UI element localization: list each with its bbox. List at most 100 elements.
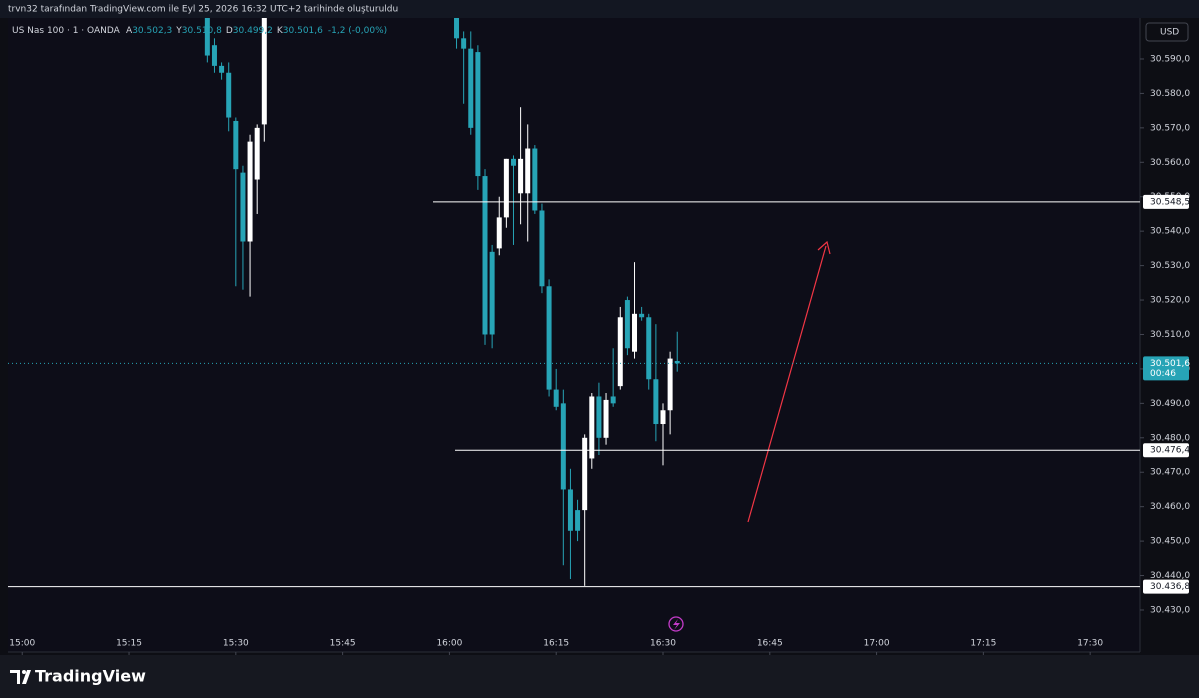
legend-value: 30.499,2: [233, 26, 273, 36]
y-tick-label: 30.590,0: [1150, 54, 1190, 64]
candle-body: [219, 65, 225, 73]
x-tick-label: 16:30: [650, 639, 676, 649]
y-tick-label: 30.530,0: [1150, 261, 1190, 271]
y-tick-label: 30.480,0: [1150, 433, 1190, 443]
last-price-label: 30.501,6: [1150, 359, 1190, 369]
candle-body: [567, 489, 573, 531]
legend-key: K: [277, 26, 284, 36]
candle-body: [518, 158, 524, 194]
candle-body: [674, 361, 680, 364]
candle-body: [510, 158, 516, 166]
candle-body: [525, 148, 531, 194]
x-tick-label: 15:15: [116, 639, 142, 649]
y-tick-label: 30.430,0: [1150, 605, 1190, 615]
candle-body: [624, 300, 630, 349]
y-tick-label: 30.440,0: [1150, 571, 1190, 581]
x-tick-label: 15:45: [330, 639, 356, 649]
candle-body: [546, 286, 552, 390]
candle-body: [233, 120, 239, 170]
header-text: trvn32 tarafından TradingView.com ile Ey…: [8, 5, 398, 15]
x-tick-label: 16:00: [436, 639, 462, 649]
candle-body: [603, 399, 609, 438]
candle-body: [596, 396, 602, 438]
candle-body: [660, 410, 666, 425]
event-icon-bolt: [673, 619, 680, 630]
candle-body: [575, 510, 581, 531]
candle-body: [489, 251, 495, 335]
x-tick-label: 15:00: [9, 639, 35, 649]
level-label-box: [1143, 579, 1189, 594]
candle-body: [532, 148, 538, 211]
y-tick-label: 30.540,0: [1150, 227, 1190, 237]
legend-key: A: [126, 26, 133, 36]
y-tick-label: 30.580,0: [1150, 89, 1190, 99]
y-tick-label: 30.470,0: [1150, 468, 1190, 478]
level-label-box: [1143, 443, 1189, 458]
candle-body: [211, 45, 217, 66]
level-label: 30.548,5: [1150, 197, 1190, 207]
plot: [204, 18, 680, 586]
candle-body: [475, 52, 481, 177]
x-tick-label: 17:15: [970, 639, 996, 649]
level-label-box: [1143, 194, 1189, 209]
legend-value: 30.510,8: [182, 26, 222, 36]
last-price-box: [1143, 356, 1189, 381]
symbol-title: US Nas 100 · 1 · OANDA: [12, 26, 121, 36]
arrow-head: [817, 240, 831, 255]
y-tick-label: 30.460,0: [1150, 502, 1190, 512]
arrow: [747, 245, 827, 523]
candle-body: [653, 379, 659, 425]
candle-body: [261, 18, 267, 125]
legend-key: Y: [175, 26, 182, 36]
candle-body: [632, 313, 638, 352]
candle-body: [582, 437, 588, 511]
candle-body: [254, 127, 260, 180]
header-bar: [0, 0, 1199, 18]
candle-body: [539, 210, 545, 287]
x-tick-label: 15:30: [223, 639, 249, 649]
logo-mark: [10, 670, 31, 684]
currency: USD: [1160, 28, 1179, 38]
candle-body: [617, 317, 623, 387]
currency-button[interactable]: [1145, 22, 1189, 42]
candle-body: [461, 38, 467, 49]
legend: US Nas 100 · 1 · OANDA A30.502,3 Y30.510,8…: [12, 26, 387, 36]
x-tick-label: 16:45: [757, 639, 783, 649]
x-tick-label: 17:30: [1077, 639, 1103, 649]
candle-body: [454, 18, 460, 39]
candle-body: [482, 176, 488, 335]
y-tick-label: 30.560,0: [1150, 158, 1190, 168]
y-tick-label: 30.570,0: [1150, 123, 1190, 133]
candle-body: [610, 396, 616, 404]
legend-value: 30.502,3: [132, 26, 172, 36]
legend-value: 30.501,6: [283, 26, 323, 36]
legend-key: D: [226, 26, 233, 36]
candle-body: [503, 158, 509, 218]
event-icon[interactable]: [668, 616, 684, 632]
logo-text: TradingView: [35, 667, 146, 686]
candle-body: [553, 389, 559, 407]
candle-body: [247, 141, 253, 242]
candle-body: [667, 358, 673, 411]
y-tick-label: 30.510,0: [1150, 330, 1190, 340]
level-label: 30.476,4: [1150, 446, 1190, 456]
candle-body: [240, 172, 246, 242]
x-tick-label: 16:15: [543, 639, 569, 649]
candle-body: [589, 396, 595, 459]
candle-body: [646, 317, 652, 380]
y-tick-label: 30.450,0: [1150, 537, 1190, 547]
candle-body: [639, 313, 645, 318]
countdown: 00:46: [1150, 369, 1176, 379]
candle-body: [560, 403, 566, 490]
candle-body: [468, 48, 474, 128]
x-tick-label: 17:00: [864, 639, 890, 649]
candle-body: [204, 18, 210, 56]
candle-body: [226, 72, 232, 118]
y-tick-label: 30.520,0: [1150, 296, 1190, 306]
level-label: 30.436,8: [1150, 582, 1190, 592]
legend-change: -1,2 (-0,00%): [328, 26, 387, 36]
y-tick-label: 30.490,0: [1150, 399, 1190, 409]
logo-dot: [22, 670, 26, 674]
